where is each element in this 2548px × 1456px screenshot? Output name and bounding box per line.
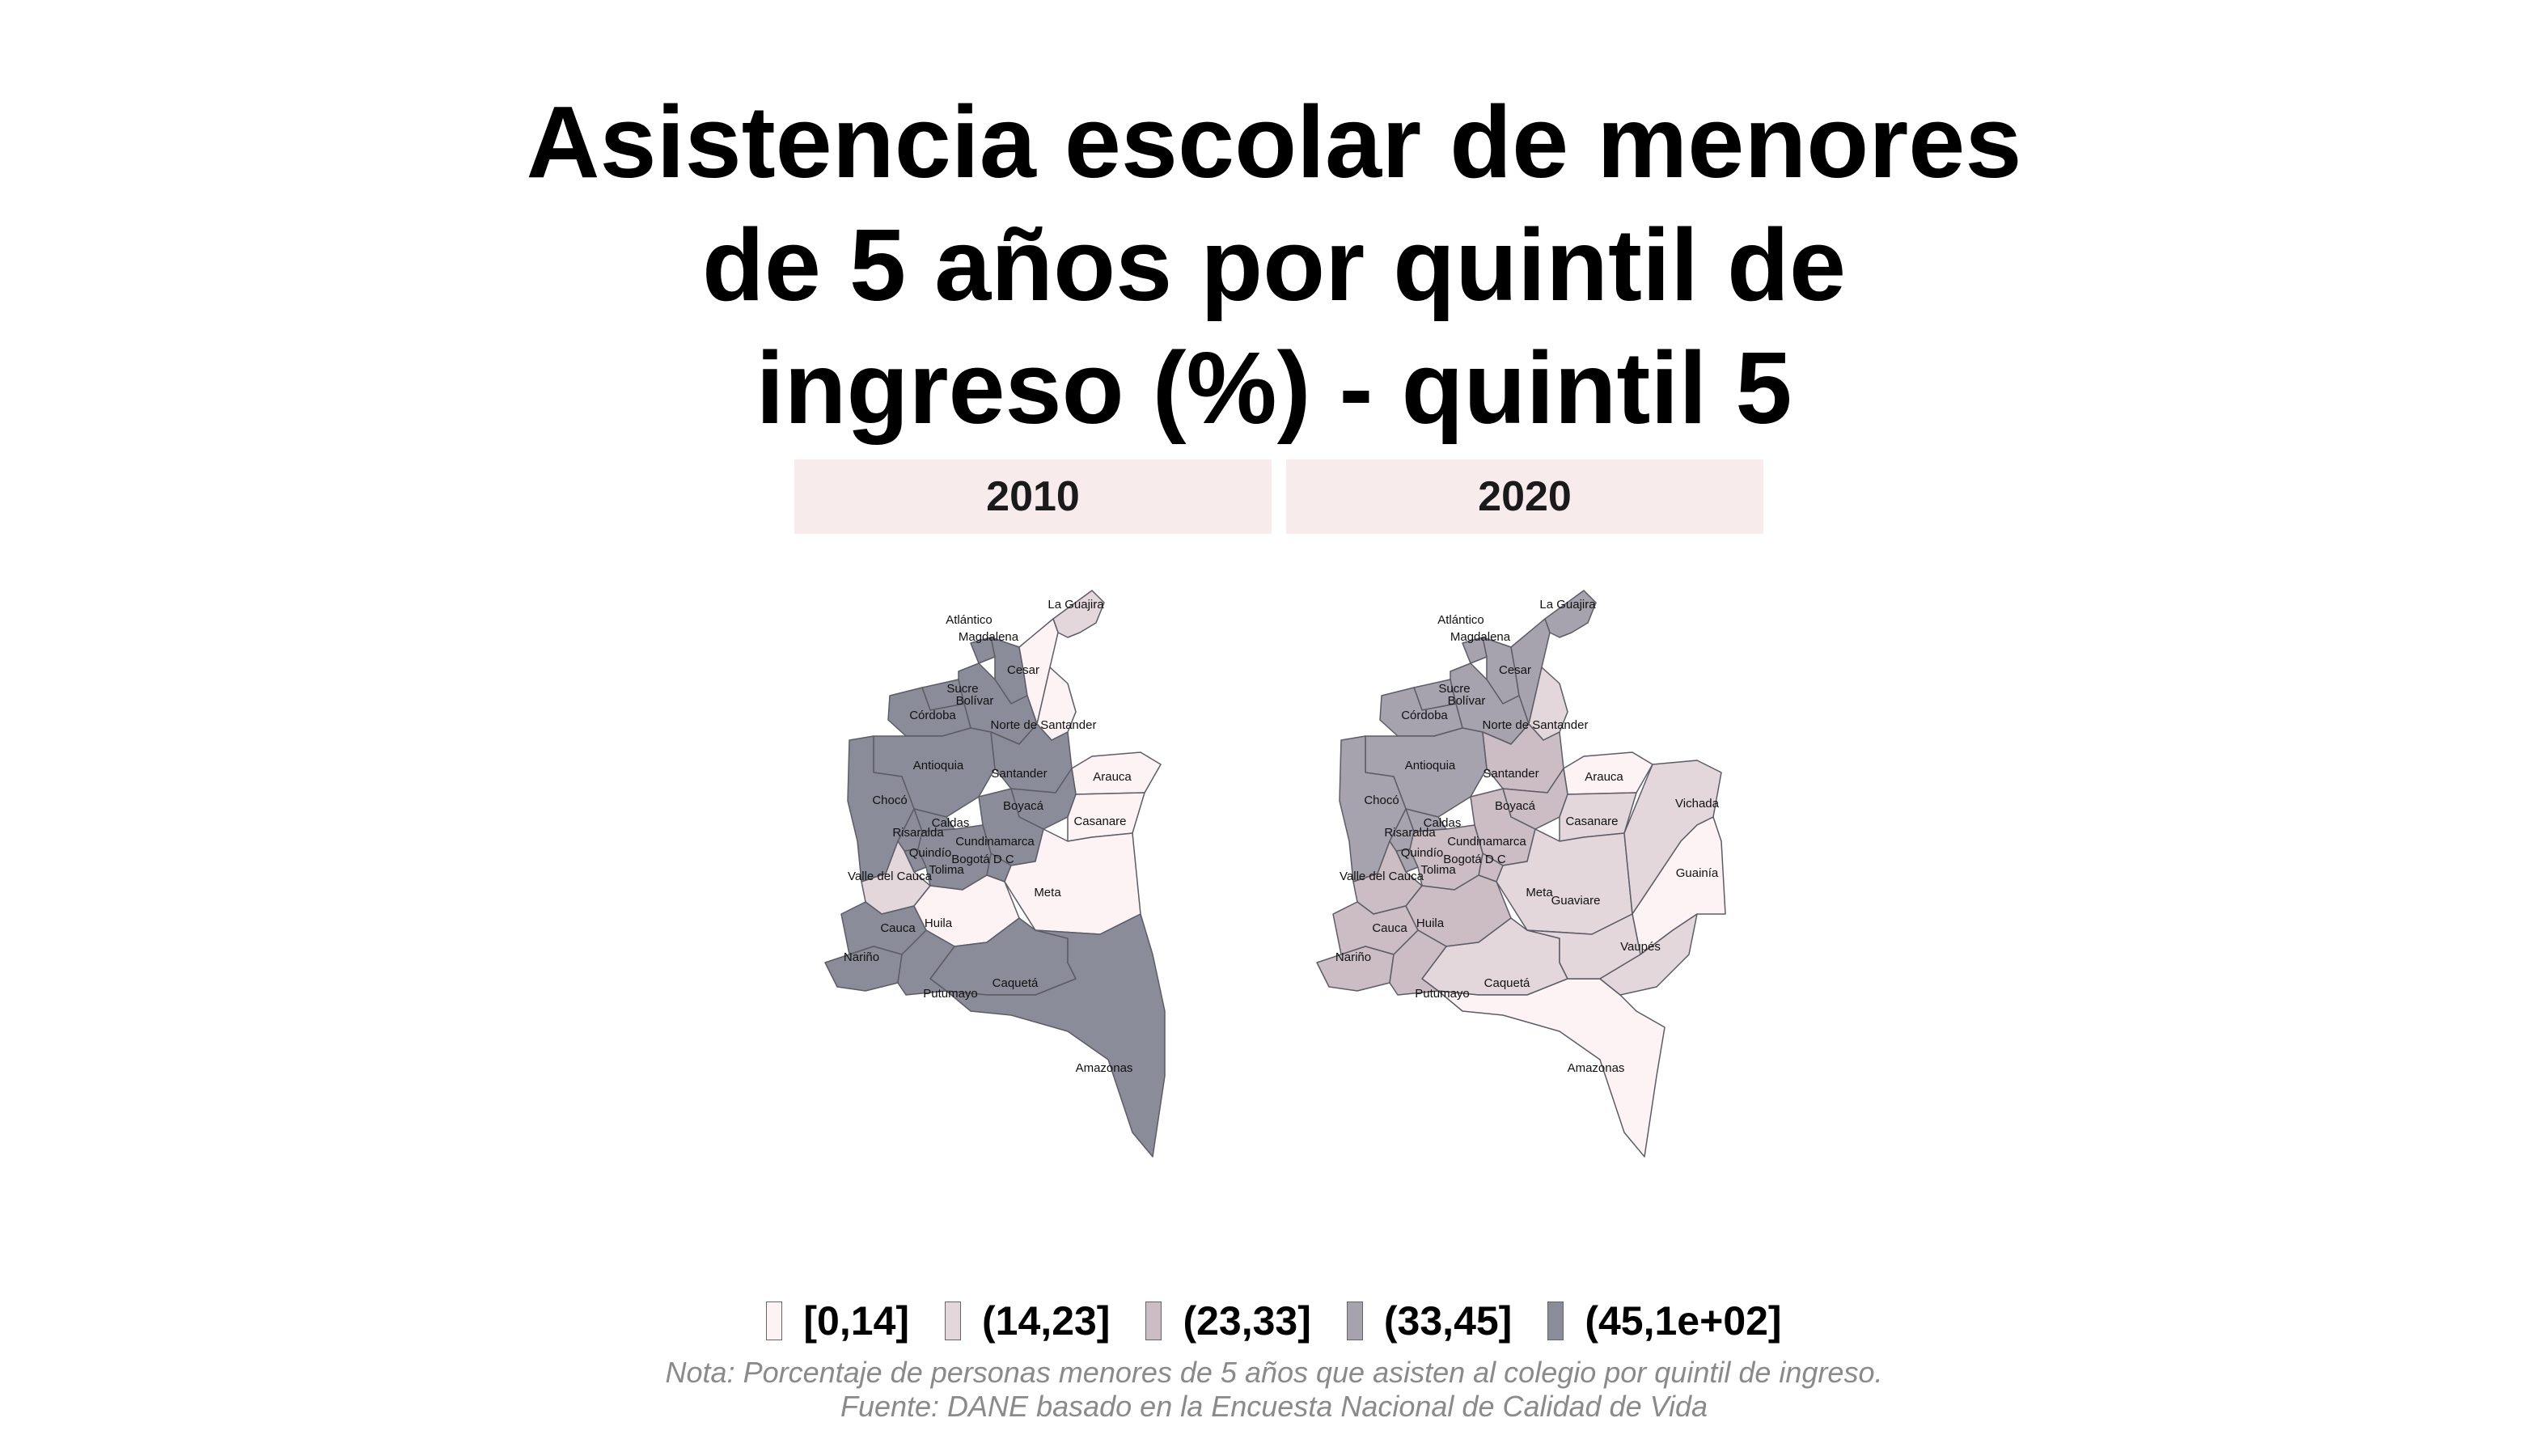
region-label-casanare-2010: Casanare — [1073, 815, 1126, 828]
region-santander-2010 — [990, 723, 1073, 794]
legend-label: (14,23] — [982, 1298, 1111, 1344]
map-2020: La GuajiraAtlánticoMagdalenaCesarSucreBo… — [1316, 590, 1726, 1158]
region-label-guainia-2020: Guainía — [1676, 866, 1719, 880]
region-label-caldas-2010: Caldas — [932, 816, 970, 830]
legend-label: (23,33] — [1183, 1298, 1311, 1344]
region-label-amazonas-2010: Amazonas — [1076, 1061, 1133, 1075]
region-label-huila-2010: Huila — [925, 916, 953, 930]
region-label-choco-2010: Chocó — [872, 794, 907, 807]
note-text: Nota: Porcentaje de personas menores de … — [665, 1356, 1883, 1389]
region-label-narino-2020: Nariño — [1335, 950, 1371, 964]
region-label-meta-2010: Meta — [1034, 886, 1061, 899]
region-meta-2010 — [1004, 828, 1141, 935]
panel-strip-2010: 2010 — [794, 459, 1272, 534]
legend-swatch — [766, 1302, 783, 1340]
legend-item: (14,23] — [945, 1297, 1110, 1344]
region-label-quindio-2010: Quindío — [909, 846, 952, 860]
region-label-la-guajira-2010: La Guajira — [1048, 598, 1104, 612]
legend-swatch — [1145, 1302, 1162, 1340]
legend-swatch — [1547, 1302, 1564, 1340]
region-label-arauca-2010: Arauca — [1093, 770, 1132, 784]
region-amazonas-2020 — [1437, 978, 1666, 1158]
region-label-tolima-2020: Tolima — [1420, 863, 1456, 877]
legend-item: (23,33] — [1145, 1297, 1311, 1344]
region-label-norte-de-santander-2010: Norte de Santander — [991, 718, 1097, 732]
panel-strip-2020: 2020 — [1286, 459, 1763, 534]
region-label-santander-2020: Santander — [1483, 767, 1539, 781]
legend-label: (45,1e+02] — [1585, 1298, 1782, 1344]
region-label-meta-2020: Meta — [1526, 886, 1553, 899]
region-label-cundinamarca-2020: Cundinamarca — [1447, 835, 1526, 849]
region-label-vichada-2020: Vichada — [1675, 797, 1720, 811]
region-santander-2020 — [1482, 723, 1564, 794]
region-label-bogota-d-c-2010: Bogotá D C — [951, 853, 1014, 866]
region-amazonas-2010 — [946, 913, 1166, 1158]
title-line-2: de 5 años por quintil de — [701, 208, 1847, 322]
region-label-valle-del-cauca-2020: Valle del Cauca — [1340, 870, 1424, 883]
region-label-risaralda-2020: Risaralda — [1384, 826, 1436, 840]
region-label-magdalena-2020: Magdalena — [1450, 630, 1511, 644]
region-label-santander-2010: Santander — [991, 767, 1047, 781]
region-la-guajira-2020 — [1544, 590, 1597, 638]
region-putumayo-2020 — [1389, 929, 1447, 996]
region-label-caqueta-2010: Caquetá — [993, 976, 1039, 990]
region-label-vaupes-2020: Vaupés — [1620, 940, 1661, 954]
region-label-valle-del-cauca-2010: Valle del Cauca — [848, 870, 933, 883]
title-line-3: ingreso (%) - quintil 5 — [756, 331, 1792, 445]
region-label-caqueta-2020: Caquetá — [1484, 976, 1530, 990]
legend-item: (33,45] — [1346, 1297, 1513, 1344]
region-label-caldas-2020: Caldas — [1424, 816, 1462, 830]
legend-swatch — [945, 1302, 962, 1340]
region-vaupes-2020 — [1599, 913, 1698, 996]
region-label-atlantico-2020: Atlántico — [1437, 613, 1484, 627]
region-label-cordoba-2020: Córdoba — [1401, 709, 1448, 722]
region-label-magdalena-2010: Magdalena — [959, 630, 1019, 644]
region-label-risaralda-2010: Risaralda — [892, 826, 944, 840]
region-label-cauca-2010: Cauca — [880, 921, 916, 935]
region-label-bogota-d-c-2020: Bogotá D C — [1443, 853, 1506, 866]
chart-title: Asistencia escolar de menores de 5 años … — [0, 81, 2548, 450]
legend-swatch — [1346, 1302, 1363, 1340]
region-label-choco-2020: Chocó — [1364, 794, 1399, 807]
region-label-cordoba-2010: Córdoba — [909, 709, 956, 722]
region-label-bolivar-2020: Bolívar — [1448, 694, 1486, 708]
region-label-cundinamarca-2010: Cundinamarca — [955, 835, 1035, 849]
region-label-sucre-2020: Sucre — [1438, 682, 1470, 696]
region-label-sucre-2010: Sucre — [946, 682, 978, 696]
source-text: Fuente: DANE basado en la Encuesta Nacio… — [840, 1390, 1708, 1423]
region-label-cesar-2010: Cesar — [1007, 663, 1039, 677]
title-line-1: Asistencia escolar de menores — [526, 85, 2022, 199]
legend-label: [0,14] — [803, 1298, 910, 1344]
legend-item: [0,14] — [766, 1297, 909, 1344]
region-label-putumayo-2020: Putumayo — [1415, 987, 1470, 1001]
legend-item: (45,1e+02] — [1547, 1297, 1782, 1344]
region-label-huila-2020: Huila — [1416, 916, 1445, 930]
region-label-bolivar-2010: Bolívar — [956, 694, 994, 708]
region-label-putumayo-2010: Putumayo — [923, 987, 978, 1001]
region-label-boyaca-2020: Boyacá — [1495, 799, 1536, 813]
region-label-cauca-2020: Cauca — [1372, 921, 1407, 935]
region-label-norte-de-santander-2020: Norte de Santander — [1483, 718, 1589, 732]
region-label-antioquia-2020: Antioquia — [1405, 759, 1456, 772]
region-la-guajira-2010 — [1052, 590, 1105, 638]
region-putumayo-2010 — [897, 929, 955, 996]
legend-label: (33,45] — [1383, 1298, 1513, 1344]
region-label-atlantico-2010: Atlántico — [946, 613, 993, 627]
region-label-boyaca-2010: Boyacá — [1003, 799, 1044, 813]
region-label-amazonas-2020: Amazonas — [1568, 1061, 1625, 1075]
region-label-tolima-2010: Tolima — [929, 863, 964, 877]
region-label-la-guajira-2020: La Guajira — [1539, 598, 1596, 612]
region-label-narino-2010: Nariño — [844, 950, 879, 964]
region-label-arauca-2020: Arauca — [1585, 770, 1623, 784]
region-label-casanare-2020: Casanare — [1565, 815, 1618, 828]
region-label-quindio-2020: Quindío — [1401, 846, 1444, 860]
legend: [0,14] (14,23] (23,33] (33,45] (45,1e+02] — [0, 1293, 2548, 1349]
region-label-antioquia-2010: Antioquia — [913, 759, 964, 772]
map-2010: La GuajiraAtlánticoMagdalenaCesarSucreBo… — [824, 590, 1166, 1158]
region-label-guaviare-2020: Guaviare — [1551, 894, 1601, 908]
region-label-cesar-2020: Cesar — [1499, 663, 1531, 677]
